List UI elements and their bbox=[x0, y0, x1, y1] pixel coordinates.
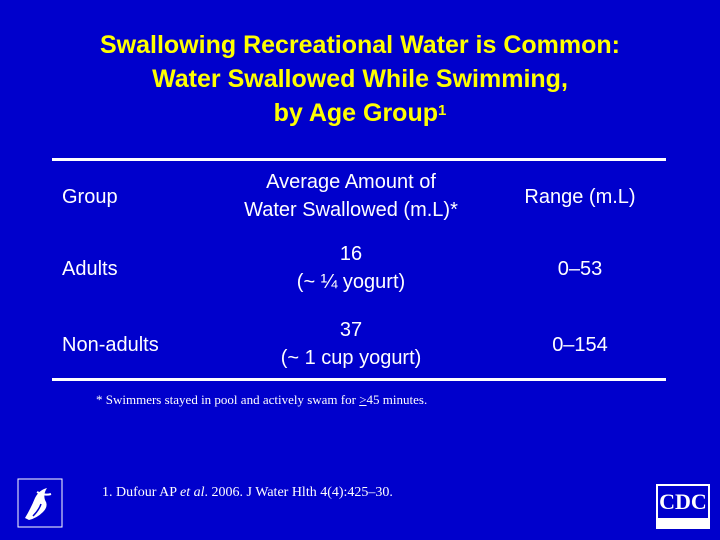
header-amount-line-1: Average Amount of bbox=[266, 171, 436, 193]
footnote-suffix: 45 minutes. bbox=[366, 392, 428, 407]
row-nonadults-amount: 37 (~ 1 cup yogurt) bbox=[200, 316, 502, 372]
row-adults-amount: 16 (~ ¼ yogurt) bbox=[200, 240, 502, 296]
row-nonadults-group: Non-adults bbox=[62, 334, 159, 356]
row-adults-amount-value: 16 bbox=[339, 243, 363, 265]
title-line-3-text: by Age Group bbox=[273, 99, 438, 127]
row-nonadults-amount-value: 37 bbox=[339, 319, 363, 341]
title-footnote-mark: 1 bbox=[438, 102, 447, 119]
reference-prefix: 1. Dufour AP bbox=[102, 485, 181, 500]
cdc-logo: CDC bbox=[656, 484, 710, 529]
reference-italic: et al bbox=[180, 485, 205, 500]
row-adults-comparison: (~ ¼ yogurt) bbox=[296, 271, 406, 293]
header-amount-line-2: Water Swallowed (m.L)* bbox=[244, 199, 458, 221]
hhs-seal-icon bbox=[17, 478, 63, 528]
cdc-logo-bar bbox=[658, 518, 708, 527]
table-bottom-rule bbox=[52, 378, 666, 381]
reference-citation: 1. Dufour AP et al. 2006. J Water Hlth 4… bbox=[102, 485, 393, 501]
footnote-prefix: * Swimmers stayed in pool and actively s… bbox=[96, 392, 360, 407]
header-range: Range (m.L) bbox=[524, 186, 636, 208]
slide-title: Swallowing Recreational Water is Common:… bbox=[0, 28, 720, 130]
row-adults-group: Adults bbox=[62, 258, 118, 280]
row-nonadults-range: 0–154 bbox=[552, 334, 608, 356]
header-amount: Average Amount of Water Swallowed (m.L)* bbox=[200, 168, 502, 224]
row-adults-range: 0–53 bbox=[557, 258, 603, 280]
header-group: Group bbox=[62, 186, 118, 208]
title-line-3: by Age Group1 bbox=[0, 96, 720, 130]
title-line-2: Water Swallowed While Swimming, bbox=[152, 65, 568, 93]
table-footnote: * Swimmers stayed in pool and actively s… bbox=[96, 392, 427, 408]
footnote-ge-symbol: > bbox=[359, 392, 367, 407]
reference-suffix: . 2006. J Water Hlth 4(4):425–30. bbox=[204, 485, 393, 500]
cdc-logo-text: CDC bbox=[659, 489, 707, 514]
row-nonadults-comparison: (~ 1 cup yogurt) bbox=[280, 347, 422, 369]
title-line-1: Swallowing Recreational Water is Common: bbox=[100, 31, 620, 59]
table-top-rule bbox=[52, 158, 666, 161]
